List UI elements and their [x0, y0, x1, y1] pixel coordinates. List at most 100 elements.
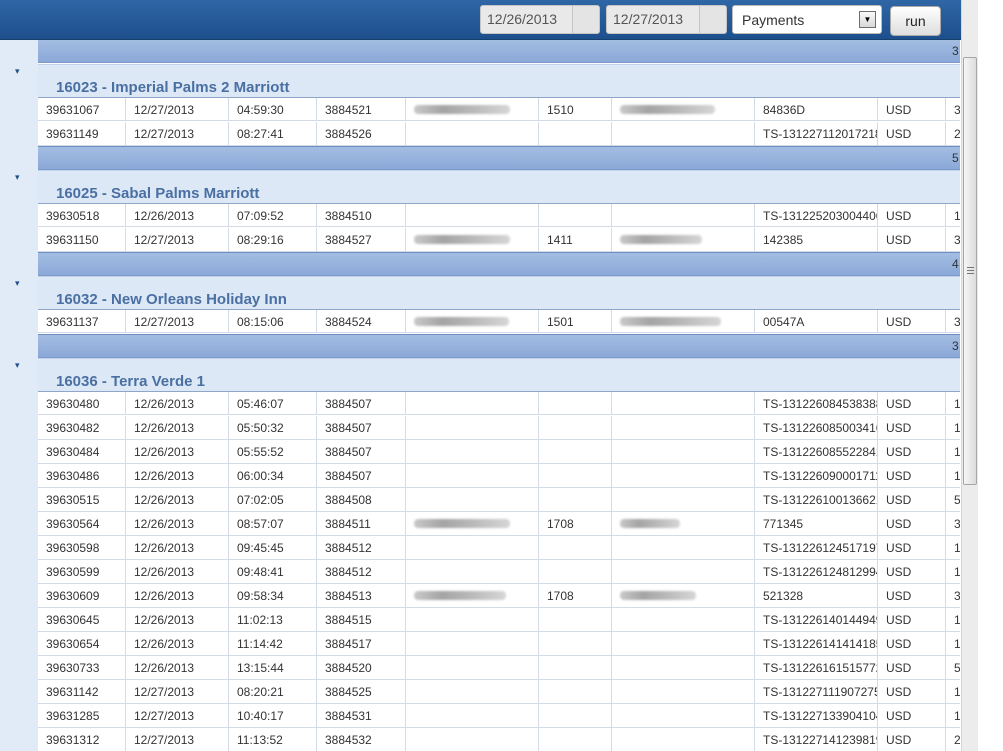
group-total-row: 5 [38, 146, 960, 170]
table-cell: 1 [954, 469, 960, 483]
table-row[interactable]: 39631067 12/27/2013 04:59:30 3884521 1510 848… [38, 97, 960, 121]
dropdown-arrow-icon[interactable]: ▼ [859, 11, 876, 28]
table-cell: 00547A [755, 310, 878, 333]
table-row[interactable]: 39630480 12/26/2013 05:46:07 3884507 TS-1312… [38, 391, 960, 415]
table-cell: 39630654 [38, 632, 126, 655]
table-cell: 3884510 [317, 204, 406, 227]
table-cell [612, 536, 755, 559]
table-cell: 39631067 [38, 98, 126, 121]
group-header[interactable]: 16025 - Sabal Palms Marriott [38, 170, 960, 204]
collapse-group-icon[interactable]: ▾ [15, 360, 20, 370]
table-cell: 12/26/2013 [126, 512, 229, 535]
table-cell [612, 680, 755, 703]
table-row[interactable]: 39630515 12/26/2013 07:02:05 3884508 TS-1312… [38, 488, 960, 512]
collapse-group-icon[interactable]: ▾ [15, 66, 20, 76]
table-row[interactable]: 39630733 12/26/2013 13:15:44 3884520 TS-1312… [38, 656, 960, 680]
table-cell: 1411 [539, 228, 612, 251]
group-header[interactable]: 16023 - Imperial Palms 2 Marriott [38, 64, 960, 98]
table-cell [539, 392, 612, 415]
table-row[interactable]: 39631150 12/27/2013 08:29:16 3884527 1411 142… [38, 228, 960, 252]
date-to-picker-button[interactable] [699, 6, 726, 33]
table-row[interactable]: 39630654 12/26/2013 11:14:42 3884517 TS-1312… [38, 632, 960, 656]
table-cell: 3884515 [317, 608, 406, 631]
table-cell: USD [878, 98, 946, 121]
table-cell: 12/26/2013 [126, 440, 229, 463]
table-cell [406, 228, 539, 251]
run-button[interactable]: run [890, 6, 941, 36]
table-cell: USD [878, 680, 946, 703]
table-row[interactable]: 39631137 12/27/2013 08:15:06 3884524 1501 005… [38, 309, 960, 333]
table-cell [612, 560, 755, 583]
collapse-group-icon[interactable]: ▾ [15, 278, 20, 288]
table-cell: 2 [954, 127, 960, 141]
group-total-row: 3 [38, 40, 960, 63]
table-cell: 12/27/2013 [126, 728, 229, 751]
report-type-select[interactable]: Payments ▼ [732, 5, 882, 34]
table-row[interactable]: 39630564 12/26/2013 08:57:07 3884511 1708 771… [38, 512, 960, 536]
table-cell [612, 204, 755, 227]
table-row[interactable]: 39630484 12/26/2013 05:55:52 3884507 TS-1312… [38, 440, 960, 464]
table-cell: 08:15:06 [229, 310, 317, 333]
redacted-value [414, 235, 510, 244]
table-cell: 07:09:52 [229, 204, 317, 227]
table-row[interactable]: 39630598 12/26/2013 09:45:45 3884512 TS-1312… [38, 536, 960, 560]
date-to-input[interactable]: 12/27/2013 [606, 5, 727, 34]
table-cell [406, 464, 539, 487]
table-cell [539, 680, 612, 703]
table-cell: 08:29:16 [229, 228, 317, 251]
date-from-value: 12/26/2013 [487, 11, 558, 27]
table-cell: USD [878, 310, 946, 333]
table-cell: USD [878, 560, 946, 583]
redacted-value [620, 105, 715, 114]
table-cell [406, 632, 539, 655]
date-from-picker-button[interactable] [572, 6, 599, 33]
table-cell [406, 122, 539, 145]
table-cell: 3884513 [317, 584, 406, 607]
table-cell: TS-131227133904104 [755, 704, 878, 727]
collapse-group-icon[interactable]: ▾ [15, 172, 20, 182]
vertical-scrollbar[interactable] [961, 0, 978, 751]
table-cell [612, 392, 755, 415]
table-row[interactable]: 39631312 12/27/2013 11:13:52 3884532 TS-1312… [38, 728, 960, 751]
table-cell: 12/27/2013 [126, 704, 229, 727]
table-cell: TS-131226084538388 [755, 392, 878, 415]
grip-line [967, 267, 974, 268]
table-row[interactable]: 39631142 12/27/2013 08:20:21 3884525 TS-1312… [38, 680, 960, 704]
table-row[interactable]: 39631149 12/27/2013 08:27:41 3884526 TS-1312… [38, 122, 960, 146]
table-row[interactable]: 39631285 12/27/2013 10:40:17 3884531 TS-1312… [38, 704, 960, 728]
table-row[interactable]: 39630645 12/26/2013 11:02:13 3884515 TS-1312… [38, 608, 960, 632]
redacted-value [414, 591, 506, 600]
grip-line [967, 270, 974, 271]
table-cell: TS-131227141239819 [755, 728, 878, 751]
table-row[interactable]: 39630609 12/26/2013 09:58:34 3884513 1708 521… [38, 584, 960, 608]
table-cell [539, 122, 612, 145]
table-cell: 1 [954, 565, 960, 579]
table-cell [406, 98, 539, 121]
table-row[interactable]: 39630518 12/26/2013 07:09:52 3884510 TS-1312… [38, 203, 960, 227]
table-row[interactable]: 39630599 12/26/2013 09:48:41 3884512 TS-1312… [38, 560, 960, 584]
table-cell: 12/26/2013 [126, 560, 229, 583]
group-header[interactable]: 16032 - New Orleans Holiday Inn [38, 276, 960, 310]
table-cell: 39630598 [38, 536, 126, 559]
table-cell: 12/26/2013 [126, 632, 229, 655]
table-cell: TS-131227112017218 [755, 122, 878, 145]
table-cell [612, 512, 755, 535]
table-row[interactable]: 39630482 12/26/2013 05:50:32 3884507 TS-1312… [38, 416, 960, 440]
table-cell [612, 608, 755, 631]
table-cell: 521328 [755, 584, 878, 607]
table-cell: 10:40:17 [229, 704, 317, 727]
table-cell: 1 [954, 397, 960, 411]
table-cell: 12/27/2013 [126, 680, 229, 703]
table-cell: 2 [954, 733, 960, 747]
table-row[interactable]: 39630486 12/26/2013 06:00:34 3884507 TS-1312… [38, 464, 960, 488]
scrollbar-thumb[interactable] [963, 57, 977, 485]
date-from-input[interactable]: 12/26/2013 [480, 5, 600, 34]
group-header[interactable]: 16036 - Terra Verde 1 [38, 358, 960, 392]
table-cell [539, 464, 612, 487]
table-cell [406, 536, 539, 559]
table-cell: 3884508 [317, 488, 406, 511]
table-cell: 1708 [539, 512, 612, 535]
top-toolbar: 12/26/2013 12/27/2013 Payments ▼ run [0, 0, 961, 40]
table-cell: 1708 [539, 584, 612, 607]
table-cell: 39631285 [38, 704, 126, 727]
